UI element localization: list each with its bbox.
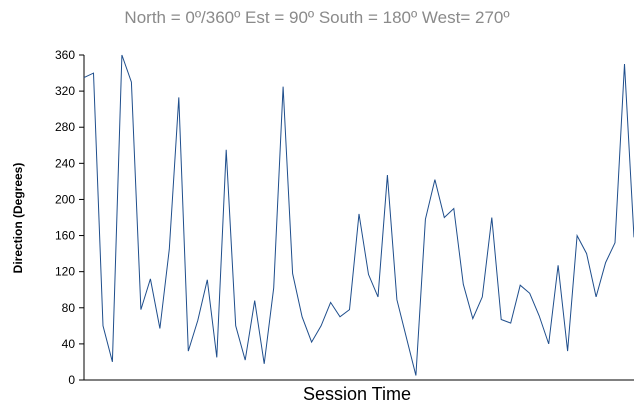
series-line [83,54,634,376]
y-tick-label: 200 [55,192,75,206]
y-tick-label: 240 [55,156,75,170]
y-tick-label: 360 [55,48,75,62]
y-tick-label: 80 [62,301,76,315]
chart-title: North = 0º/360º Est = 90º South = 180º W… [124,8,510,27]
y-tick-label: 280 [55,120,75,134]
y-tick-label: 0 [68,373,75,387]
y-tick-label: 120 [55,265,75,279]
y-tick-label: 40 [62,337,76,351]
x-axis-label: Session Time [302,384,412,404]
y-ticks: 0 40 80 120 160 200 240 280 320 360 [55,48,84,387]
y-tick-label: 320 [55,84,75,98]
y-tick-label: 160 [55,229,75,243]
